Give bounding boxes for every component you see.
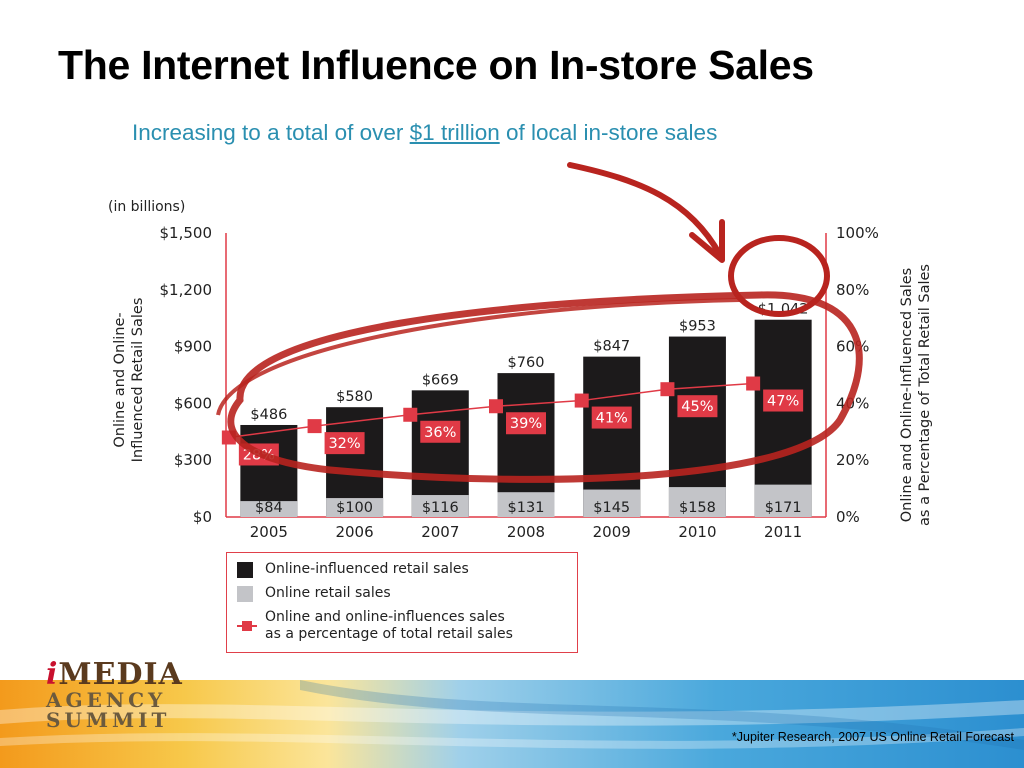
legend-swatch-black	[237, 562, 253, 578]
y-tick-label: $0	[193, 508, 212, 526]
slide-subtitle: Increasing to a total of over $1 trillio…	[132, 120, 717, 146]
percentage-label-box	[677, 395, 718, 418]
subtitle-text-after: of local in-store sales	[499, 120, 718, 145]
source-note: *Jupiter Research, 2007 US Online Retail…	[731, 730, 1014, 744]
y-tick-label: $1,200	[160, 281, 213, 299]
percentage-label-box	[324, 432, 365, 455]
x-tick-label: 2010	[678, 523, 716, 541]
legend-label: Online and online-influences sales as a …	[265, 609, 513, 642]
bar-total-label: $580	[336, 389, 373, 405]
annotation-arrowhead	[689, 219, 725, 263]
footer-banner	[0, 680, 1024, 768]
percentage-point	[574, 393, 589, 408]
x-tick-label: 2009	[593, 523, 631, 541]
percentage-point	[660, 382, 675, 397]
subtitle-text-before: Increasing to a total of over	[132, 120, 410, 145]
percentage-label-box	[763, 389, 804, 412]
percentage-label-box	[506, 412, 546, 435]
bar-online	[497, 492, 555, 517]
percentage-point	[307, 419, 322, 434]
bar-online	[326, 498, 384, 517]
y2-tick-label: 60%	[836, 338, 869, 356]
percentage-label: 36%	[424, 425, 456, 441]
x-tick-label: 2011	[764, 523, 802, 541]
imedia-logo: iMEDIA AGENCY SUMMIT	[46, 657, 183, 732]
bar-base-label: $131	[508, 500, 545, 516]
y2-tick-label: 80%	[836, 281, 869, 299]
annotation-arrow	[567, 162, 723, 258]
bar-base-label: $116	[422, 500, 459, 516]
legend-label: Online-influenced retail sales	[265, 561, 469, 577]
bar-total-label: $486	[250, 407, 287, 423]
legend-swatch-line	[237, 617, 257, 637]
percentage-point	[403, 407, 418, 422]
y2-tick-label: 20%	[836, 451, 869, 469]
percentage-label: 39%	[510, 416, 542, 432]
y-tick-label: $1,500	[160, 224, 213, 242]
legend-label: Online retail sales	[265, 585, 391, 601]
y2-tick-label: 0%	[836, 508, 860, 526]
unit-label: (in billions)	[108, 199, 185, 215]
trillion-link[interactable]: $1 trillion	[409, 120, 500, 145]
legend-item-percentage: Online and online-influences sales as a …	[237, 609, 513, 643]
x-tick-label: 2005	[250, 523, 288, 541]
legend-item-online-influenced: Online-influenced retail sales	[237, 561, 469, 578]
percentage-label: 32%	[328, 436, 360, 452]
bar-online	[240, 501, 298, 517]
sales-chart: (in billions) $0 $300 $600 $900 $1,200 $1,500 0…	[108, 162, 933, 541]
legend-swatch-gray	[237, 586, 253, 602]
bar-online-influenced	[668, 336, 726, 517]
bar-total-label: $953	[679, 319, 716, 335]
annotation-ellipse-stroke	[216, 298, 741, 416]
bar-base-label: $158	[679, 500, 716, 516]
x-tick-label: 2006	[335, 523, 373, 541]
bar-online-influenced	[754, 319, 812, 517]
annotation-circle	[728, 235, 830, 317]
slide-title: The Internet Influence on In-store Sales	[58, 42, 814, 88]
x-tick-label: 2008	[507, 523, 545, 541]
bar-base-label: $84	[255, 500, 283, 516]
bar-total-label: $847	[593, 339, 630, 355]
legend-item-online: Online retail sales	[237, 585, 391, 602]
bar-online	[583, 489, 641, 517]
chart-legend: Online-influenced retail sales Online re…	[226, 552, 578, 653]
percentage-label-box	[591, 406, 632, 429]
bar-online	[754, 484, 812, 517]
bar-online	[411, 495, 469, 517]
percentage-label: 47%	[767, 394, 799, 410]
annotation-ellipse	[227, 291, 863, 483]
bar-base-label: $171	[765, 500, 802, 516]
y2-tick-label: 100%	[836, 224, 879, 242]
bar-base-label: $145	[593, 500, 630, 516]
y2-axis-title: Online and Online-Influenced Sales as a P…	[899, 264, 933, 526]
bar-total-label: $760	[508, 355, 545, 371]
percentage-point	[489, 399, 503, 414]
percentage-point	[746, 376, 761, 391]
percentage-label-box	[420, 420, 461, 443]
y-axis-title: Online and Online- Influenced Retail Sale…	[112, 298, 146, 463]
percentage-label: 45%	[681, 399, 713, 415]
y-tick-label: $900	[174, 338, 212, 356]
y-tick-label: $300	[174, 451, 212, 469]
bar-online	[668, 487, 726, 517]
bar-total-label: $669	[422, 372, 459, 388]
percentage-label: 41%	[596, 411, 628, 427]
y-tick-label: $600	[174, 394, 212, 412]
bar-base-label: $100	[336, 500, 373, 516]
x-tick-label: 2007	[421, 523, 459, 541]
